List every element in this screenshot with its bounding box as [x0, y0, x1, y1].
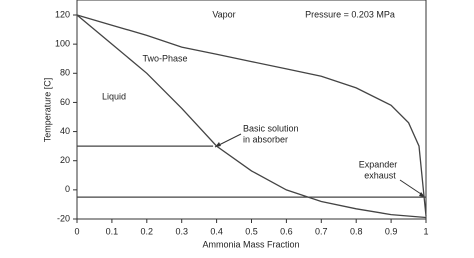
annotation: Pressure = 0.203 MPa: [305, 9, 395, 19]
x-tick-label: 0.9: [385, 226, 398, 236]
x-tick-label: 0.3: [175, 226, 188, 236]
line: [76, 14, 427, 217]
annotation: Expander: [359, 159, 398, 169]
y-tick-label: 20: [60, 155, 70, 165]
y-axis-title: Temperature [C]: [42, 78, 52, 143]
x-tick-label: 0.8: [350, 226, 363, 236]
x-tick-label: 0.1: [106, 226, 119, 236]
x-axis-title: Ammonia Mass Fraction: [202, 239, 299, 249]
x-tick-label: 0.7: [315, 226, 328, 236]
x-tick-label: 1: [423, 226, 428, 236]
line: [76, 14, 427, 219]
x-tick-label: 0.5: [245, 226, 258, 236]
arrow: [399, 179, 425, 197]
y-tick-label: 60: [60, 97, 70, 107]
x-tick-label: 0.2: [141, 226, 154, 236]
y-tick-label: 80: [60, 68, 70, 78]
y-tick-label: 0: [65, 184, 70, 194]
annotation: Basic solution: [243, 123, 299, 133]
plot-frame: [76, 0, 427, 220]
annotation: Liquid: [102, 91, 126, 101]
annotation: exhaust: [364, 170, 396, 180]
x-tick-label: 0.4: [210, 226, 223, 236]
x-tick-label: 0: [74, 226, 79, 236]
y-tick-label: 100: [55, 39, 70, 49]
x-tick-label: 0.6: [280, 226, 293, 236]
y-tick-label: 120: [55, 9, 70, 19]
annotation: Vapor: [212, 9, 235, 19]
y-tick-label: 40: [60, 126, 70, 136]
y-tick-label: -20: [57, 213, 70, 223]
annotation: in absorber: [243, 134, 288, 144]
annotation: Two-Phase: [142, 53, 187, 63]
